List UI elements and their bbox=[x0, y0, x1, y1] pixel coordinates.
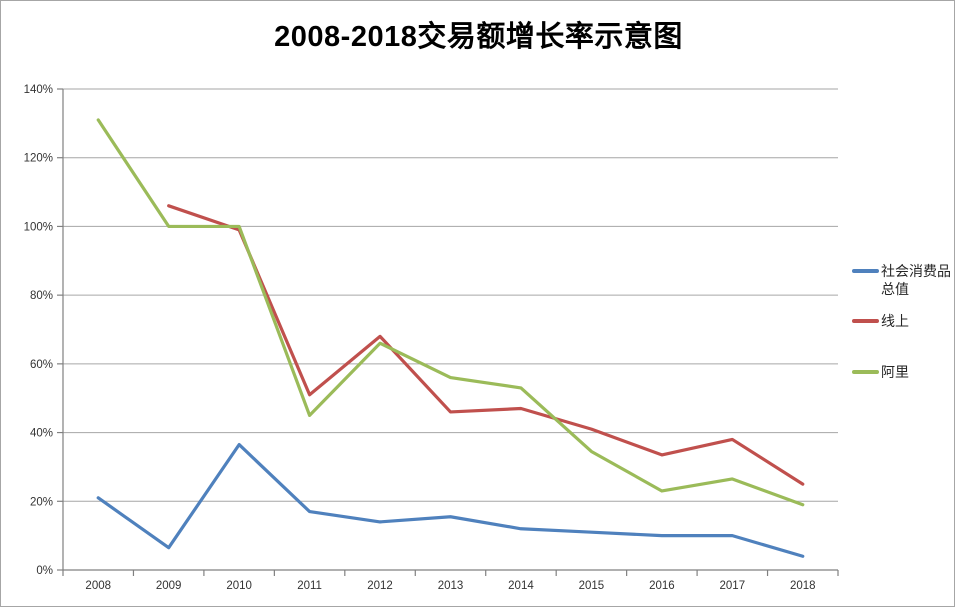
x-axis-tick-label: 2009 bbox=[156, 580, 182, 592]
legend-item-alibaba[interactable]: 阿里 bbox=[852, 363, 954, 381]
x-axis-tick-label: 2016 bbox=[649, 580, 675, 592]
y-axis-tick-label: 0% bbox=[36, 565, 53, 577]
x-axis-tick-label: 2013 bbox=[438, 580, 464, 592]
y-axis-tick-label: 120% bbox=[24, 153, 53, 165]
legend-label-social-consumer-goods: 社会消费品总值 bbox=[881, 263, 951, 297]
legend-label-alibaba: 阿里 bbox=[881, 364, 909, 380]
legend-item-social-consumer-goods[interactable]: 社会消费品总值 bbox=[852, 262, 954, 298]
x-axis-tick-label: 2014 bbox=[508, 580, 534, 592]
x-axis-tick-label: 2008 bbox=[85, 580, 111, 592]
x-axis-tick-label: 2010 bbox=[226, 580, 252, 592]
legend-item-online[interactable]: 线上 bbox=[852, 312, 954, 330]
legend-swatch-green-line bbox=[852, 370, 879, 374]
y-axis-tick-label: 140% bbox=[24, 84, 53, 96]
x-axis-tick-label: 2012 bbox=[367, 580, 393, 592]
y-axis-tick-label: 100% bbox=[24, 221, 53, 233]
y-axis-tick-label: 60% bbox=[30, 359, 53, 371]
series-line-1 bbox=[167, 204, 805, 486]
x-axis-tick-label: 2018 bbox=[790, 580, 816, 592]
y-axis-tick-label: 80% bbox=[30, 290, 53, 302]
x-axis-tick-label: 2011 bbox=[297, 580, 322, 592]
series-line-0 bbox=[96, 442, 805, 558]
x-axis-tick-label: 2015 bbox=[579, 580, 605, 592]
x-axis-tick-label: 2017 bbox=[720, 580, 746, 592]
y-axis-tick-label: 40% bbox=[30, 428, 53, 440]
legend-label-online: 线上 bbox=[881, 313, 909, 329]
series-line-2 bbox=[96, 118, 805, 507]
chart-title: 2008-2018交易额增长率示意图 bbox=[274, 21, 683, 53]
legend-swatch-blue-line bbox=[852, 269, 879, 273]
y-axis-tick-label: 20% bbox=[30, 496, 53, 508]
legend-swatch-red-line bbox=[852, 319, 879, 323]
